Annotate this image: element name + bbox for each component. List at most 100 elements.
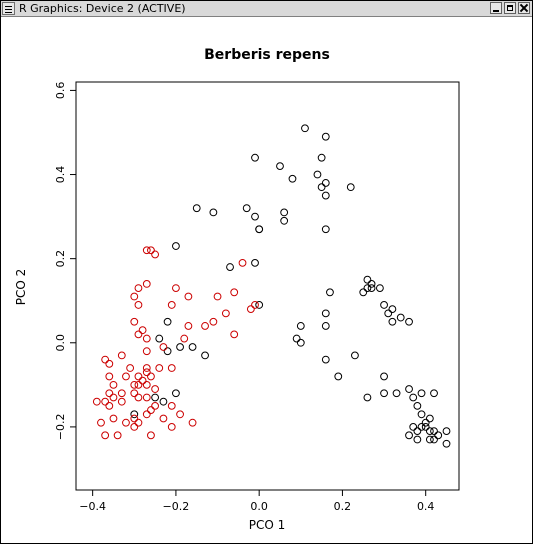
- x-tick-label: −0.4: [79, 500, 106, 513]
- data-point-series-1: [413, 401, 422, 410]
- data-point-series-2: [105, 389, 114, 398]
- data-point-series-1: [326, 288, 334, 297]
- data-point-series-1: [442, 427, 451, 436]
- data-point-series-2: [142, 347, 151, 356]
- data-point-series-1: [201, 351, 209, 360]
- data-point-series-1: [434, 431, 443, 440]
- data-point-series-2: [151, 385, 159, 393]
- data-point-series-2: [134, 301, 143, 309]
- window-menu-icon[interactable]: [2, 2, 15, 15]
- data-point-series-1: [409, 423, 418, 431]
- window-titlebar[interactable]: R Graphics: Device 2 (ACTIVE): [1, 1, 532, 17]
- data-point-series-1: [321, 322, 330, 330]
- data-point-series-1: [430, 427, 438, 436]
- data-point-series-2: [126, 364, 135, 372]
- data-point-series-1: [346, 183, 355, 192]
- data-point-series-1: [151, 393, 159, 402]
- plot-frame: [75, 81, 460, 491]
- data-point-series-2: [221, 309, 230, 318]
- data-point-series-1: [396, 313, 405, 322]
- data-point-series-1: [292, 334, 301, 343]
- data-point-series-2: [172, 284, 180, 293]
- data-point-series-1: [367, 279, 376, 288]
- data-point-series-1: [425, 427, 434, 436]
- data-point-series-2: [184, 292, 193, 301]
- y-tick-label: 0.2: [54, 250, 67, 268]
- data-point-series-1: [351, 351, 359, 360]
- x-tick-label: 0.4: [417, 500, 435, 513]
- x-tick-label: 0.2: [334, 500, 352, 513]
- data-point-series-1: [251, 153, 259, 162]
- data-point-series-1: [363, 275, 372, 284]
- data-point-series-1: [172, 389, 180, 398]
- data-point-series-2: [134, 380, 143, 389]
- data-point-series-2: [117, 397, 126, 406]
- data-point-series-1: [392, 389, 401, 398]
- data-point-series-1: [172, 242, 180, 250]
- data-point-series-2: [92, 397, 101, 406]
- minimize-button[interactable]: [490, 2, 502, 14]
- data-point-series-1: [405, 431, 413, 440]
- data-point-series-1: [280, 216, 289, 225]
- y-axis-label: PCO 2: [14, 269, 28, 306]
- x-axis: −0.4 −0.2 0.0 0.2 0.4: [79, 490, 434, 513]
- data-point-series-1: [380, 389, 388, 398]
- data-point-series-1: [380, 372, 388, 381]
- data-point-series-1: [430, 435, 438, 444]
- data-point-series-1: [417, 410, 426, 419]
- data-point-series-1: [317, 153, 326, 162]
- data-point-series-2: [134, 418, 143, 427]
- data-point-series-1: [417, 423, 426, 431]
- data-point-series-1: [321, 225, 330, 234]
- data-point-series-1: [421, 423, 430, 431]
- data-point-series-1: [317, 183, 326, 192]
- maximize-button[interactable]: [504, 2, 516, 14]
- data-point-series-1: [209, 208, 218, 217]
- data-point-series-2: [109, 380, 118, 389]
- data-point-series-2: [159, 343, 168, 351]
- data-point-series-2: [134, 330, 143, 339]
- data-point-series-1: [321, 179, 330, 187]
- data-point-series-2: [113, 431, 122, 440]
- x-tick-label: 0.0: [250, 500, 268, 513]
- data-point-series-1: [163, 347, 172, 356]
- data-point-series-1: [321, 355, 330, 364]
- close-button[interactable]: [518, 2, 530, 14]
- data-point-series-1: [421, 418, 430, 427]
- data-point-series-2: [151, 401, 159, 410]
- maximize-icon: [507, 5, 513, 11]
- data-point-series-2: [230, 330, 239, 339]
- data-point-series-2: [117, 351, 126, 360]
- data-point-series-1: [367, 284, 376, 293]
- data-point-series-1: [442, 439, 451, 448]
- data-point-series-2: [130, 292, 139, 301]
- data-point-series-2: [109, 393, 118, 402]
- data-point-series-2: [130, 414, 139, 423]
- close-icon: [520, 4, 528, 12]
- data-point-series-2: [238, 258, 247, 267]
- data-point-series-1: [296, 338, 305, 347]
- data-point-series-2: [134, 372, 143, 381]
- data-point-series-1: [409, 393, 418, 402]
- data-point-series-2: [130, 389, 139, 398]
- data-point-series-2: [130, 380, 139, 389]
- data-point-series-2: [151, 250, 159, 259]
- data-point-series-2: [147, 372, 155, 381]
- data-point-series-1: [388, 317, 397, 326]
- data-point-series-2: [147, 246, 155, 255]
- data-point-series-1: [376, 284, 384, 293]
- y-axis: −0.2 0.0 0.2 0.4 0.6: [54, 82, 76, 440]
- data-point-series-1: [176, 343, 184, 351]
- data-point-series-1: [296, 322, 305, 330]
- data-point-series-2: [105, 359, 114, 368]
- data-point-series-2: [201, 322, 209, 330]
- data-point-series-2: [180, 334, 189, 343]
- data-point-series-2: [134, 393, 143, 402]
- data-point-series-1: [405, 385, 413, 393]
- data-point-series-2: [184, 322, 193, 330]
- data-point-series-2: [147, 406, 155, 414]
- data-point-series-2: [176, 410, 184, 419]
- data-point-series-2: [97, 418, 105, 427]
- data-point-series-2: [138, 326, 147, 335]
